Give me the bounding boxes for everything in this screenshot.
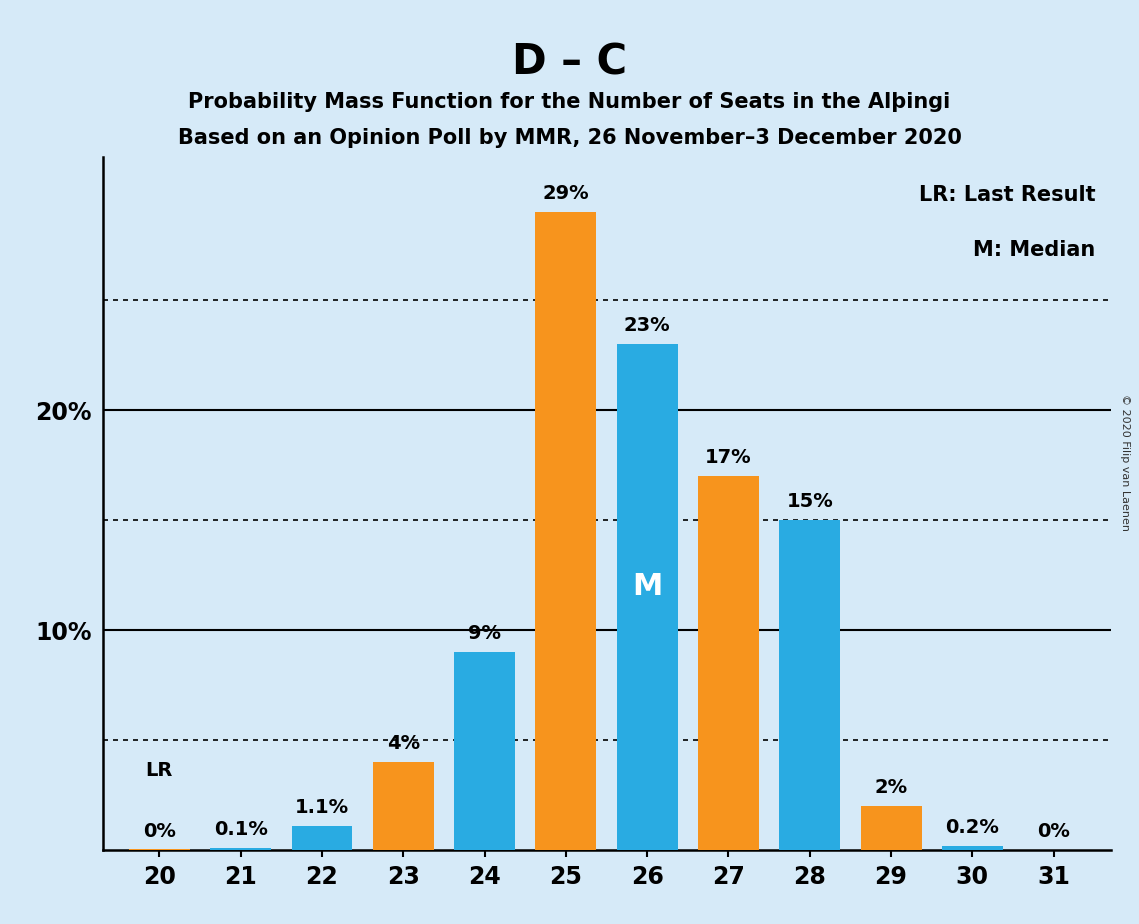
Text: 15%: 15% — [786, 492, 833, 511]
Text: 9%: 9% — [468, 625, 501, 643]
Text: LR: LR — [146, 760, 173, 780]
Text: Based on an Opinion Poll by MMR, 26 November–3 December 2020: Based on an Opinion Poll by MMR, 26 Nove… — [178, 128, 961, 148]
Bar — [616, 344, 678, 850]
Text: 0.2%: 0.2% — [945, 818, 999, 837]
Bar — [372, 762, 434, 850]
Text: 0%: 0% — [144, 822, 175, 841]
Bar — [454, 652, 515, 850]
Text: M: Median: M: Median — [973, 240, 1096, 261]
Text: 0%: 0% — [1038, 822, 1070, 841]
Bar — [779, 520, 841, 850]
Bar — [129, 849, 190, 850]
Text: 2%: 2% — [875, 778, 908, 797]
Text: 4%: 4% — [387, 735, 420, 753]
Text: 0.1%: 0.1% — [214, 821, 268, 839]
Bar — [698, 476, 759, 850]
Text: © 2020 Filip van Laenen: © 2020 Filip van Laenen — [1120, 394, 1130, 530]
Text: Probability Mass Function for the Number of Seats in the Alþingi: Probability Mass Function for the Number… — [188, 92, 951, 113]
Text: M: M — [632, 572, 663, 601]
Bar — [942, 845, 1002, 850]
Text: D – C: D – C — [511, 42, 628, 83]
Text: 1.1%: 1.1% — [295, 798, 349, 817]
Bar — [861, 806, 921, 850]
Text: 17%: 17% — [705, 448, 752, 468]
Text: 23%: 23% — [624, 316, 671, 335]
Bar — [211, 848, 271, 850]
Bar — [292, 826, 352, 850]
Text: 29%: 29% — [542, 184, 589, 203]
Bar — [535, 213, 597, 850]
Text: LR: Last Result: LR: Last Result — [919, 185, 1096, 205]
